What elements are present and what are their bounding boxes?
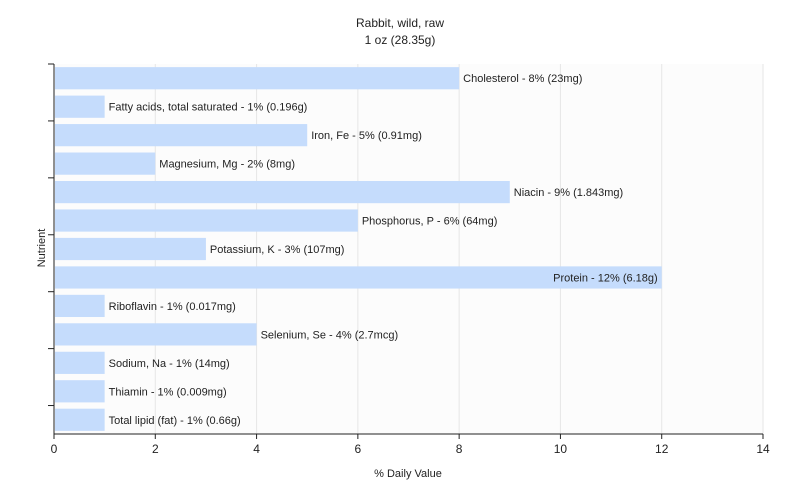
bar-label: Protein - 12% (6.18g) (553, 272, 658, 284)
bar-label: Potassium, K - 3% (107mg) (210, 244, 345, 256)
bar-label: Fatty acids, total saturated - 1% (0.196… (109, 102, 308, 114)
bar (55, 237, 206, 261)
bar (55, 408, 105, 431)
bar (55, 351, 105, 374)
bar (55, 266, 662, 289)
x-tick-label: 14 (756, 442, 770, 456)
x-tick-label: 8 (456, 442, 463, 456)
bar-label: Niacin - 9% (1.843mg) (514, 187, 623, 199)
bar-label: Thiamin - 1% (0.009mg) (109, 386, 227, 398)
x-tick-label: 2 (152, 442, 159, 456)
x-tick-label: 10 (554, 442, 568, 456)
bars (55, 67, 662, 431)
bar (55, 294, 105, 318)
bar (55, 180, 510, 204)
bar-label: Selenium, Se - 4% (2.7mcg) (261, 329, 399, 341)
bar (55, 95, 105, 118)
bar-labels: Cholesterol - 8% (23mg) Fatty acids, tota… (109, 73, 658, 427)
x-tick-label: 6 (355, 442, 362, 456)
bar (55, 67, 460, 90)
bar-label: Phosphorus, P - 6% (64mg) (362, 216, 498, 228)
bar (55, 152, 156, 175)
y-axis-label: Nutrient (36, 229, 48, 268)
bar-label: Cholesterol - 8% (23mg) (463, 73, 582, 85)
bar (55, 323, 257, 346)
bar-label: Riboflavin - 1% (0.017mg) (109, 301, 236, 313)
bar (55, 380, 105, 403)
x-tick-label: 12 (655, 442, 669, 456)
bar (55, 209, 358, 232)
bar-label: Sodium, Na - 1% (14mg) (109, 358, 230, 370)
axes (53, 64, 763, 435)
bar-label: Iron, Fe - 5% (0.91mg) (311, 130, 422, 142)
chart-subtitle: 1 oz (28.35g) (365, 33, 436, 47)
x-tick-label: 0 (51, 442, 58, 456)
chart-title: Rabbit, wild, raw (356, 16, 444, 30)
x-axis-ticks: 0 2 4 6 8 10 12 14 (51, 434, 770, 456)
x-tick-label: 4 (253, 442, 260, 456)
bar (55, 124, 308, 147)
x-axis-label: % Daily Value (374, 468, 442, 480)
bar-label: Magnesium, Mg - 2% (8mg) (159, 159, 295, 171)
bar-label: Total lipid (fat) - 1% (0.66g) (109, 415, 241, 427)
y-axis-ticks (48, 63, 54, 407)
